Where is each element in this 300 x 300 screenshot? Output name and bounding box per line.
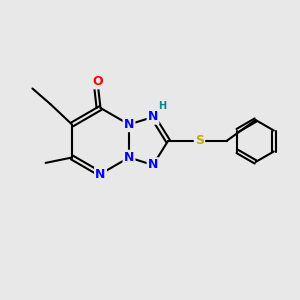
Text: H: H (158, 100, 166, 111)
Text: N: N (148, 110, 158, 124)
Text: O: O (92, 75, 103, 88)
Text: N: N (124, 118, 134, 131)
Text: S: S (195, 134, 204, 148)
Text: N: N (124, 151, 134, 164)
Text: N: N (148, 158, 158, 172)
Text: N: N (95, 167, 106, 181)
